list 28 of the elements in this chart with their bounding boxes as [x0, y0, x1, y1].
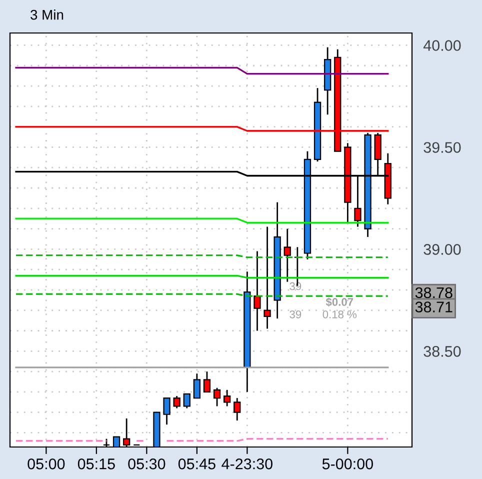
- candlestick: [224, 389, 231, 407]
- y-tick-label: 40.00: [423, 40, 461, 51]
- annotation: 38.71: [415, 302, 452, 312]
- candlestick: [203, 370, 211, 393]
- y-tick-label: 39.00: [424, 244, 461, 255]
- candlestick: [284, 228, 291, 283]
- y-tick-label: 39.50: [424, 142, 461, 153]
- annotation: 39: [290, 282, 302, 290]
- candlestick: [264, 226, 271, 330]
- candlestick: [254, 250, 261, 332]
- x-tick-label: 05:00: [28, 458, 65, 470]
- candlestick: [213, 387, 221, 407]
- annotation: 38.78: [415, 287, 452, 298]
- candlestick: [183, 393, 190, 409]
- x-tick-label: 05:15: [78, 458, 115, 470]
- x-tick-label: 5-00:00: [322, 458, 373, 470]
- annotation: $0.07: [326, 298, 354, 307]
- x-tick-label: 4-23:30: [222, 458, 272, 470]
- candlestick: [193, 372, 200, 399]
- y-tick-label: 38.50: [424, 346, 461, 357]
- candlestick: [234, 397, 241, 422]
- annotation: 0.18 %: [322, 310, 357, 318]
- chart-title: 3 Min: [30, 10, 64, 20]
- x-tick-label: 05:30: [128, 458, 166, 470]
- candlestick: [163, 397, 170, 426]
- candlestick: [173, 395, 180, 409]
- annotation: 39: [290, 310, 302, 318]
- x-tick-label: 05:45: [178, 458, 216, 470]
